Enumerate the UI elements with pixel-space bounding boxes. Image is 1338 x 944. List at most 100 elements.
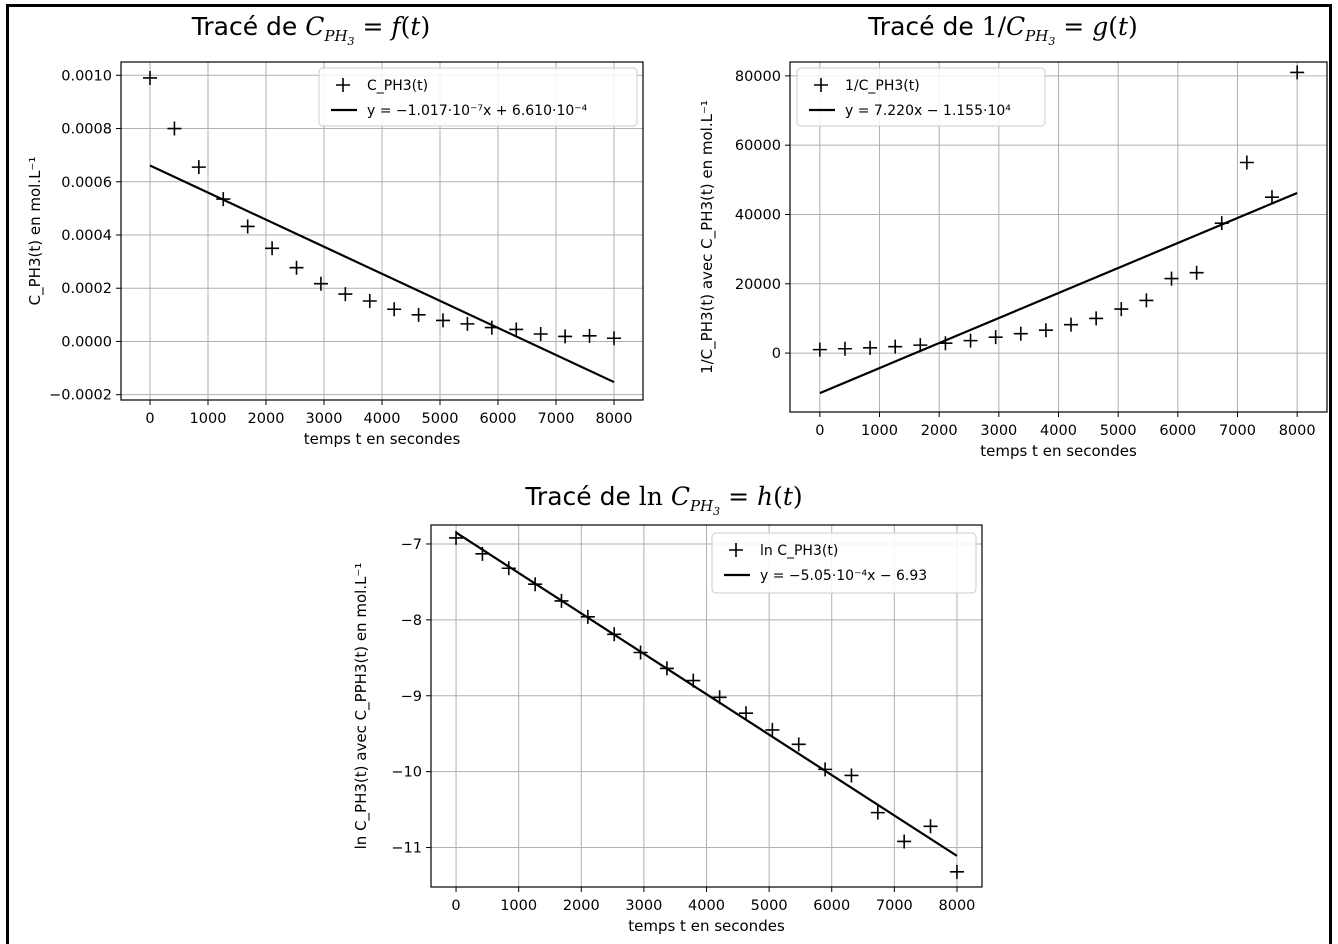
data-point: [863, 340, 878, 355]
data-point: [167, 121, 182, 136]
x-tick-label: 8000: [596, 411, 633, 427]
y-tick-label: 0.0010: [61, 68, 112, 84]
data-point: [607, 331, 621, 346]
x-tick-label: 6000: [813, 898, 850, 914]
x-tick-label: 6000: [1159, 423, 1196, 439]
x-tick-label: 8000: [939, 898, 976, 914]
data-point: [1139, 293, 1154, 308]
data-point: [191, 160, 206, 175]
x-tick-label: 3000: [306, 411, 343, 427]
chart-c1: 0 1000 2000 3000 4000 5000 6000 7000 8000 −0.0002…: [26, 61, 644, 448]
y-tick-label: 80000: [735, 69, 781, 85]
y-tick-label: −11: [391, 841, 422, 857]
chart-title-f: Tracé de CPH3 = f(t): [191, 12, 431, 48]
data-point: [1264, 190, 1279, 205]
data-point: [1239, 155, 1254, 170]
y-tick-label: −7: [401, 537, 422, 553]
data-point: [1290, 65, 1305, 80]
data-point: [818, 762, 833, 777]
legend-marker-plus: [336, 78, 350, 92]
data-point: [436, 313, 451, 328]
plot-frame: [120, 61, 644, 401]
x-axis-label: temps t en secondes: [980, 442, 1137, 460]
data-point: [988, 330, 1003, 345]
y-axis-label: ln C_PH3(t) avec C_PPH3(t) en mol.L⁻¹: [352, 563, 371, 850]
legend-label-fit: y = 7.220x − 1.155·10⁴: [845, 103, 1011, 119]
legend-box: [796, 67, 1046, 127]
legend-box: [711, 532, 977, 594]
x-axis-label: temps t en secondes: [628, 917, 785, 935]
legend-label-fit: y = −5.05·10⁻⁴x − 6.93: [760, 568, 927, 584]
x-tick-label: 7000: [1219, 423, 1256, 439]
legend-label-fit: y = −1.017·10⁻⁷x + 6.610·10⁻⁴: [367, 103, 588, 119]
y-tick-label: 0.0008: [61, 122, 112, 138]
data-point: [265, 241, 280, 256]
y-tick-label: 60000: [735, 138, 781, 154]
y-tick-label: 0.0006: [61, 175, 112, 191]
data-point: [143, 70, 157, 85]
data-point: [509, 322, 524, 337]
data-point: [837, 341, 852, 356]
x-tick-label: 5000: [422, 411, 459, 427]
data-point: [897, 834, 912, 849]
legend-label-data: 1/C_PH3(t): [845, 78, 920, 94]
x-tick-label: 0: [815, 423, 824, 439]
x-tick-label: 0: [145, 411, 154, 427]
x-axis-label: temps t en secondes: [304, 430, 461, 448]
y-tick-label: −8: [401, 613, 422, 629]
x-tick-label: 1000: [861, 423, 898, 439]
y-tick-label: −9: [401, 689, 422, 705]
x-tick-label: 6000: [480, 411, 517, 427]
data-point: [289, 260, 304, 275]
x-tick-label: 2000: [921, 423, 958, 439]
chart-title-g: Tracé de 1/CPH3 = g(t): [868, 12, 1138, 48]
x-tick-label: 4000: [364, 411, 401, 427]
y-tick-label: 0: [772, 346, 781, 362]
chart-c2: 0 1000 2000 3000 4000 5000 6000 7000 80000200004…: [698, 61, 1328, 460]
x-tick-label: 4000: [688, 898, 725, 914]
chart-title-h: Tracé de ln CPH3 = h(t): [525, 482, 803, 518]
data-point: [1189, 265, 1204, 280]
data-point: [1164, 271, 1179, 286]
data-point: [870, 805, 885, 820]
y-tick-label: −10: [391, 765, 422, 781]
data-point: [387, 302, 402, 317]
chart-c3: 0 1000 2000 3000 4000 5000 6000 7000 8000 −11 −10 −…: [352, 524, 983, 935]
y-tick-label: 20000: [735, 277, 781, 293]
x-tick-label: 7000: [538, 411, 575, 427]
data-point: [411, 307, 426, 322]
y-tick-label: 0.0002: [61, 281, 112, 297]
x-tick-label: 7000: [876, 898, 913, 914]
data-point: [501, 561, 516, 576]
data-point: [533, 326, 548, 341]
data-point: [888, 339, 903, 354]
x-tick-label: 2000: [248, 411, 285, 427]
data-point: [1114, 302, 1129, 317]
data-point: [313, 276, 328, 291]
fit-line: [819, 191, 1298, 395]
data-point: [1038, 323, 1053, 338]
fit-line: [455, 531, 958, 857]
x-tick-label: 8000: [1279, 423, 1316, 439]
x-tick-label: 1000: [190, 411, 227, 427]
x-tick-label: 2000: [563, 898, 600, 914]
x-tick-label: 5000: [751, 898, 788, 914]
data-point: [460, 316, 475, 331]
x-tick-label: 0: [451, 898, 460, 914]
legend-label-data: C_PH3(t): [367, 78, 428, 94]
legend-box: [318, 67, 638, 127]
data-point: [558, 329, 573, 344]
plot-frame: [789, 61, 1328, 413]
data-point: [1089, 311, 1104, 326]
data-point: [362, 293, 377, 308]
data-point: [240, 219, 255, 234]
data-point: [923, 819, 938, 834]
data-point: [949, 864, 964, 879]
x-tick-label: 3000: [625, 898, 662, 914]
data-point: [1064, 317, 1079, 332]
data-point: [812, 342, 827, 357]
y-tick-label: 40000: [735, 207, 781, 223]
data-point: [963, 333, 978, 348]
data-point: [791, 737, 806, 752]
x-tick-label: 5000: [1100, 423, 1137, 439]
